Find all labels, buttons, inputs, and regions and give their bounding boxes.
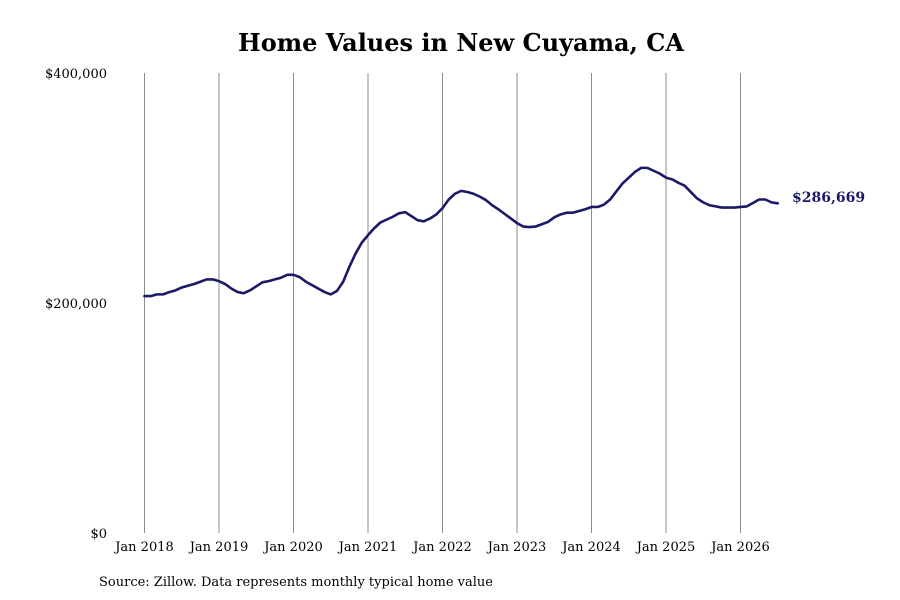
y-axis-ticks: $0 $200,000 $400,000 (45, 67, 107, 542)
source-note: Source: Zillow. Data represents monthly … (99, 575, 493, 590)
x-tick-label: Jan 2025 (635, 540, 696, 555)
x-tick-label: Jan 2020 (262, 540, 323, 555)
x-tick-label: Jan 2026 (709, 540, 770, 555)
y-tick-label: $0 (90, 527, 107, 542)
x-tick-label: Jan 2021 (337, 540, 398, 555)
end-value-label: $286,669 (792, 190, 865, 206)
x-axis-ticks: Jan 2018 Jan 2019 Jan 2020 Jan 2021 Jan 2022… (113, 540, 770, 555)
x-tick-label: Jan 2018 (113, 540, 174, 555)
y-tick-label: $400,000 (45, 67, 107, 82)
x-gridlines (144, 73, 741, 533)
x-tick-label: Jan 2022 (411, 540, 472, 555)
x-tick-label: Jan 2024 (560, 540, 621, 555)
x-tick-label: Jan 2019 (188, 540, 249, 555)
series-group (143, 166, 780, 298)
series-line-home-value (143, 166, 780, 298)
chart-title: Home Values in New Cuyama, CA (238, 28, 684, 57)
x-tick-label: Jan 2023 (486, 540, 547, 555)
y-tick-label: $200,000 (45, 297, 107, 312)
